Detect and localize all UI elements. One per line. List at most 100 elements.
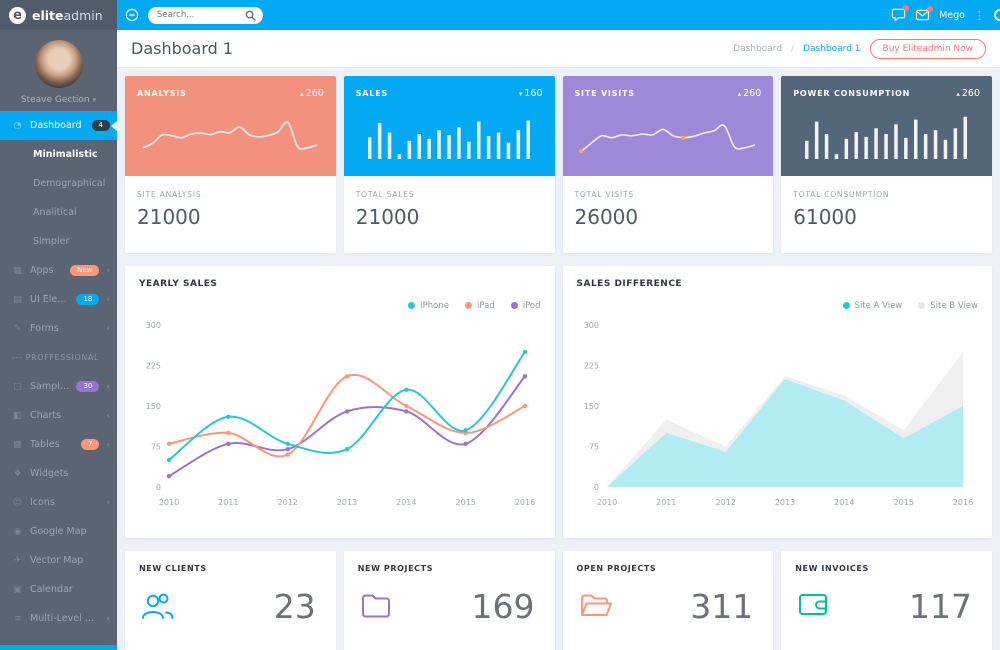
pages-icon: ▢ (13, 381, 22, 392)
stat-card-top: SALES ▾ 160 (343, 76, 555, 176)
sidebar-item-forms[interactable]: ✎ Forms ‹ (0, 314, 117, 343)
topbar: Mego ⋮ (117, 0, 1000, 30)
stat-card-row: ANALYSIS ▴ 260 SITE ANALYSIS 21000 SALES ▾ 160 T… (125, 76, 992, 253)
list-icon: ≡ (13, 613, 22, 624)
settings-icon[interactable] (994, 9, 1000, 21)
chart-row: YEARLY SALES iPhone iPad iPod 0 75 150 225 300… (125, 266, 992, 538)
stat-card-footer-label: TOTAL CONSUMPTION (793, 190, 890, 199)
sidebar-bottom-strip (0, 645, 117, 650)
sidebar-item-multi-level-dropdown[interactable]: ≡ Multi-Level Dropdown ‹ (0, 604, 117, 633)
svg-text:75: 75 (588, 443, 598, 452)
stat-card-power-consumption: POWER CONSUMPTION ▴ 260 TOTAL CONSUMPTION 61… (781, 76, 992, 253)
sidebar-item-label: Minimalistic (33, 149, 98, 160)
sidebar-item-icons[interactable]: ☺ Icons ‹ (0, 488, 117, 517)
legend-dot (510, 302, 518, 309)
summary-card-new-clients: NEW CLIENTS 23 (125, 551, 336, 650)
buy-eliteadmin-button[interactable]: Buy Eliteadmin Now (869, 38, 986, 59)
stat-card-footer-value: 61000 (793, 205, 857, 229)
logo[interactable]: e eliteadmin (0, 0, 117, 30)
page-title: Dashboard 1 (131, 39, 234, 58)
sidebar-item-label: Demographical (33, 178, 106, 189)
svg-text:2011: 2011 (218, 498, 238, 507)
chart-title: YEARLY SALES (139, 279, 218, 289)
stat-card-title: POWER CONSUMPTION (793, 89, 911, 98)
sidebar-item-apps[interactable]: ▦ Apps New ‹ (0, 256, 117, 285)
summary-card-new-projects: NEW PROJECTS 169 (343, 551, 555, 650)
calendar-icon: ▣ (13, 584, 22, 595)
sidebar-item-label: Multi-Level Dropdown (30, 613, 99, 624)
stat-card-head: POWER CONSUMPTION ▴ 260 (793, 88, 980, 99)
sidebar-item-ui-elements[interactable]: ▤ UI Elements 18 ‹ (0, 285, 117, 314)
sidebar-item-tables[interactable]: ▦ Tables 7 ‹ (0, 430, 117, 459)
breadcrumb-separator: / (791, 43, 795, 54)
legend-label: Site A View (854, 301, 903, 311)
main-area: Mego ⋮ Dashboard 1 Dashboard / Dashboard… (117, 0, 1000, 650)
stat-card-footer-value: 21000 (355, 205, 420, 229)
avatar[interactable] (34, 40, 83, 88)
user-dropdown[interactable]: Mego (939, 9, 965, 21)
user-menu[interactable]: Steave Gection ▾ (0, 95, 117, 105)
sidebar-item-simpler[interactable]: Simpler (0, 227, 117, 256)
sidebar-item-charts[interactable]: ◧ Charts ‹ (0, 401, 117, 430)
more-vertical-icon[interactable]: ⋮ (974, 8, 985, 22)
legend-item-site-b-view: Site B View (918, 301, 978, 311)
chat-icon[interactable] (891, 5, 910, 22)
sidebar-item-widgets[interactable]: ❖ Widgets (0, 459, 117, 488)
sidebar-item-demographical[interactable]: Demographical (0, 169, 117, 198)
sidebar-badge: New (70, 265, 100, 276)
legend-dot (408, 302, 416, 309)
map-marker-icon: ◉ (13, 526, 22, 537)
sidebar-item-analitical[interactable]: Analitical (0, 198, 117, 227)
chart-legend: Site A View Site B View (577, 301, 978, 311)
content: ANALYSIS ▴ 260 SITE ANALYSIS 21000 SALES ▾ 160 T… (117, 68, 1000, 650)
caret-down-icon: ▾ (92, 96, 97, 104)
sidebar-menu: ◔ Dashboard 4 Minimalistic Demographical Anal… (0, 111, 117, 633)
svg-text:0: 0 (156, 483, 161, 492)
svg-text:2013: 2013 (337, 498, 357, 507)
summary-card-body: 117 (795, 587, 978, 626)
legend-label: iPod (522, 301, 541, 311)
search-icon[interactable] (245, 10, 256, 21)
stat-card-head: SITE VISITS ▴ 260 (575, 88, 762, 99)
legend-label: Site B View (930, 301, 978, 311)
chevron-left-icon: ‹ (106, 410, 110, 421)
yearly-sales-card: YEARLY SALES iPhone iPad iPod 0 75 150 225 300… (125, 266, 555, 538)
sidebar-item-minimalistic[interactable]: Minimalistic (0, 140, 117, 169)
sidebar-item-sample-pages[interactable]: ▢ Sample Pages 30 ‹ (0, 372, 117, 401)
svg-text:2012: 2012 (278, 498, 298, 507)
sparkline-bars (367, 120, 530, 159)
menu-section-divider: --- PROFFESSIONAL (12, 353, 100, 362)
line-series-ipad (168, 373, 526, 458)
trend-down-icon: ▾ (518, 90, 523, 98)
sidebar-badge: 30 (76, 381, 100, 392)
globe-icon: ✈ (13, 555, 22, 566)
folder-icon (360, 591, 392, 623)
chart-title: SALES DIFFERENCE (576, 279, 683, 289)
stat-card-top: SITE VISITS ▴ 260 (562, 76, 774, 176)
sidebar-item-label: Forms (30, 323, 59, 334)
menu-toggle-icon[interactable] (125, 8, 139, 22)
svg-text:2013: 2013 (774, 498, 794, 507)
sidebar-item-vector-map[interactable]: ✈ Vector Map (0, 546, 117, 575)
notification-dot (927, 6, 934, 12)
svg-text:2010: 2010 (596, 498, 616, 507)
chevron-left-icon: ‹ (106, 613, 110, 624)
svg-text:75: 75 (151, 443, 161, 452)
svg-text:2016: 2016 (952, 498, 972, 507)
mail-icon[interactable] (915, 6, 934, 21)
stat-card-top: POWER CONSUMPTION ▴ 260 (781, 76, 992, 176)
stat-card-title: SITE VISITS (574, 89, 635, 98)
svg-text:225: 225 (146, 362, 161, 371)
stat-value-number: 260 (743, 88, 762, 99)
summary-card-body: 23 (139, 587, 322, 626)
breadcrumb-parent[interactable]: Dashboard (733, 43, 783, 54)
sidebar-item-google-map[interactable]: ◉ Google Map (0, 517, 117, 546)
svg-text:2010: 2010 (159, 498, 179, 507)
search-input[interactable] (155, 9, 241, 21)
sidebar-item-calendar[interactable]: ▣ Calendar (0, 575, 117, 604)
sidebar-item-label: Apps (30, 265, 54, 276)
stat-card-value: ▾ 160 (519, 88, 543, 99)
smiley-icon: ☺ (12, 497, 23, 508)
legend-item-iphone: iPhone (408, 301, 449, 311)
sidebar-item-dashboard[interactable]: ◔ Dashboard 4 (0, 111, 117, 140)
